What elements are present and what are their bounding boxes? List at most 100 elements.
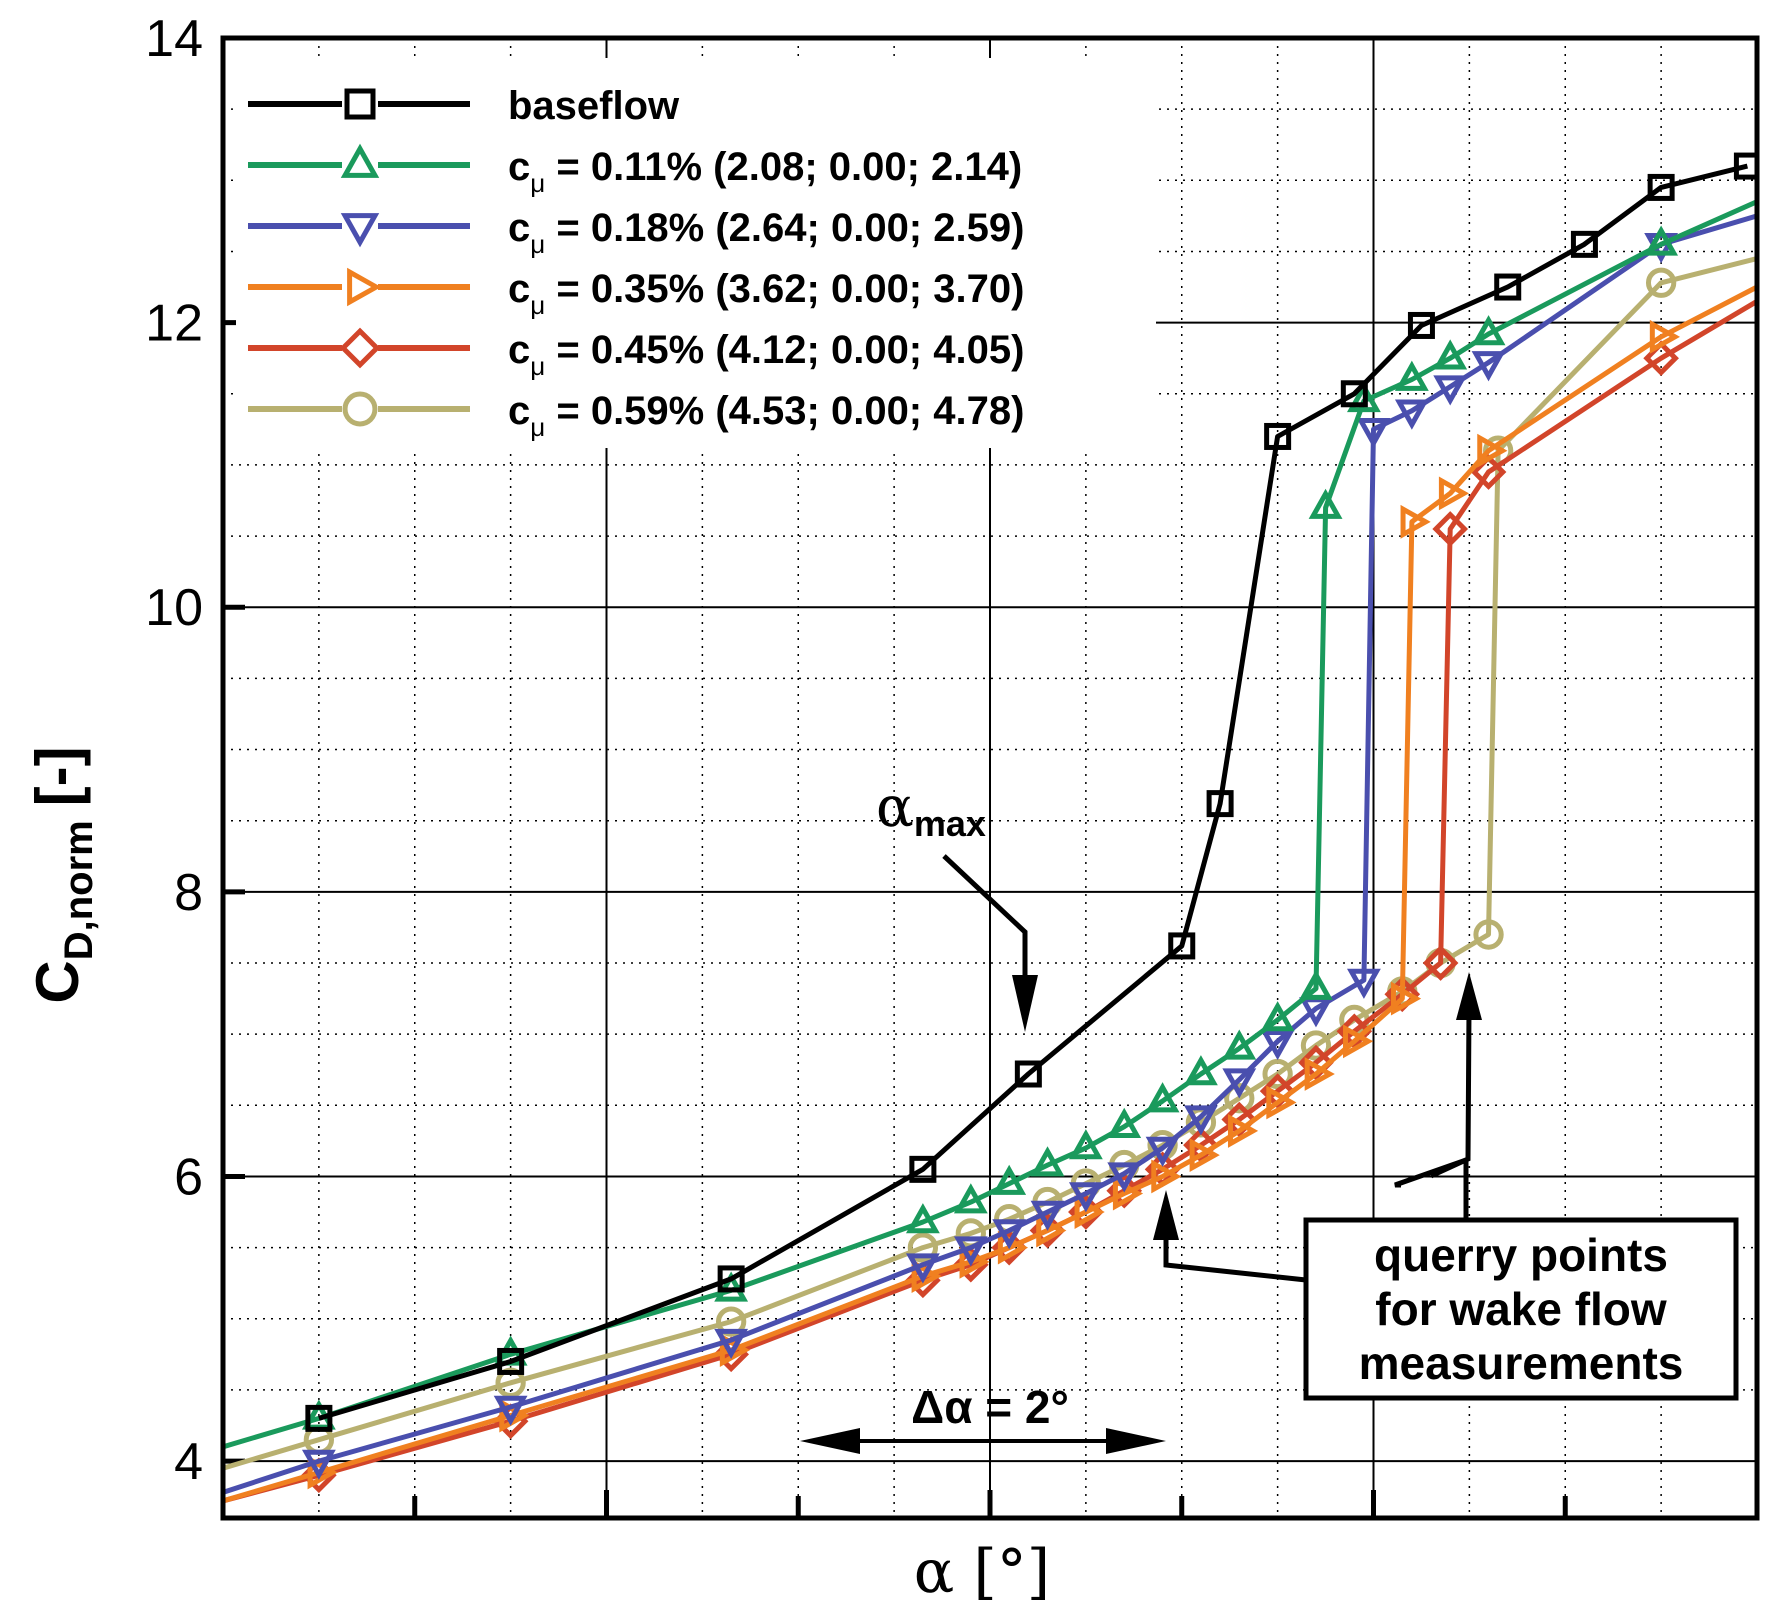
- data-point-circle: [907, 1232, 939, 1263]
- y-axis-title-sub: D,norm: [57, 820, 101, 960]
- x-ticks: [412, 1490, 1568, 1518]
- y-tick-label: 6: [174, 1148, 203, 1206]
- data-point-triangle-up: [1299, 969, 1333, 1000]
- legend-label-main: c: [508, 267, 530, 311]
- data-point-triangle-down: [953, 1236, 988, 1267]
- legend-label: cμ = 0.45% (4.12; 0.00; 4.05): [508, 328, 1024, 381]
- data-point-triangle-up: [905, 1203, 940, 1234]
- legend-label: cμ = 0.11% (2.08; 0.00; 2.14): [508, 145, 1022, 198]
- query-box-line-3: measurements: [1359, 1337, 1684, 1389]
- data-point-square: [497, 1347, 525, 1375]
- series-line: [223, 213, 1757, 1495]
- data-point-triangle-down: [1346, 968, 1381, 999]
- data-point-triangle-right: [719, 1333, 750, 1367]
- legend-item: cμ = 0.45% (4.12; 0.00; 4.05): [248, 327, 1024, 381]
- legend-label-main: c: [508, 389, 530, 433]
- data-point-triangle-right: [1649, 319, 1680, 354]
- x-axis-title: α [°]: [914, 1537, 1050, 1607]
- data-point-triangle-right: [1343, 1024, 1374, 1059]
- legend-label-main: c: [508, 206, 530, 250]
- data-point-square: [1206, 790, 1234, 818]
- data-point-square: [1168, 932, 1196, 960]
- legend-label-sub: μ: [530, 290, 545, 320]
- data-point-triangle-right: [1227, 1114, 1259, 1148]
- data-point-triangle-down: [1222, 1068, 1257, 1099]
- y-axis-title-main: C: [24, 960, 91, 1003]
- delta-alpha-annotation: Δα = 2°: [800, 1381, 1166, 1454]
- legend-label-rest: = 0.11% (2.08; 0.00; 2.14): [545, 145, 1022, 189]
- legend-label-sub: μ: [530, 412, 545, 442]
- legend-item: cμ = 0.18% (2.64; 0.00; 2.59): [248, 206, 1024, 259]
- query-arrow-right-head: [1456, 972, 1482, 1020]
- series-2: [223, 213, 1757, 1495]
- series-layer: [223, 152, 1757, 1504]
- y-tick-label: 4: [174, 1433, 203, 1491]
- data-point-triangle-right: [1390, 981, 1422, 1016]
- legend-item: cμ = 0.35% (3.62; 0.00; 3.70): [248, 267, 1024, 320]
- alpha-max-greek: α: [876, 775, 914, 840]
- alpha-max-annotation: αmax: [876, 775, 1038, 1032]
- data-point-circle: [342, 391, 378, 427]
- data-point-triangle-up: [1222, 1029, 1257, 1060]
- data-point-square: [344, 88, 376, 120]
- data-point-circle: [1300, 1030, 1332, 1061]
- data-point-triangle-down: [1184, 1105, 1218, 1136]
- data-point-triangle-up: [1644, 225, 1679, 256]
- y-tick-label: 10: [145, 579, 203, 637]
- y-tick-label: 14: [145, 10, 203, 68]
- alpha-max-arrow-line: [942, 854, 1028, 985]
- data-point-triangle-down: [1433, 375, 1468, 406]
- data-point-circle: [1473, 919, 1504, 950]
- data-point-triangle-down: [905, 1253, 940, 1284]
- data-point-square: [909, 1155, 937, 1183]
- alpha-max-label: αmax: [876, 775, 986, 844]
- data-point-triangle-up: [953, 1183, 988, 1214]
- legend-item: cμ = 0.11% (2.08; 0.00; 2.14): [248, 143, 1022, 198]
- data-point-triangle-down: [301, 1449, 336, 1480]
- delta-alpha-left-arrowhead: [800, 1428, 860, 1454]
- data-point-triangle-up: [1308, 488, 1343, 519]
- data-point-triangle-down: [1471, 351, 1506, 382]
- query-arrow-right-shaft: [1429, 1009, 1472, 1179]
- data-point-triangle-up: [1068, 1129, 1103, 1160]
- data-point-circle: [1645, 267, 1677, 298]
- data-point-square: [1733, 152, 1757, 180]
- series-line: [223, 199, 1757, 1450]
- data-point-triangle-up: [1394, 360, 1429, 391]
- data-point-diamond: [1432, 511, 1469, 547]
- data-point-triangle-down: [1068, 1182, 1103, 1213]
- y-tick-label: 12: [145, 295, 203, 353]
- data-point-triangle-right: [1438, 476, 1470, 511]
- legend-label: baseflow: [508, 84, 680, 128]
- data-point-triangle-up: [1471, 315, 1506, 346]
- data-point-triangle-up: [1346, 382, 1381, 413]
- data-point-triangle-up: [1107, 1107, 1142, 1138]
- data-point-triangle-down: [493, 1395, 528, 1426]
- plot-frame: [220, 35, 1760, 1521]
- data-point-square: [1014, 1060, 1042, 1088]
- data-point-square: [1647, 173, 1675, 201]
- legend-item: baseflow: [248, 84, 680, 128]
- y-axis-title-unit: [-]: [24, 746, 91, 806]
- data-point-circle: [1262, 1058, 1293, 1090]
- data-point-triangle-right: [1400, 504, 1431, 539]
- series-line: [223, 284, 1757, 1504]
- y-ticks: 4 6 8 10 12 14: [145, 10, 245, 1491]
- legend-label-main: c: [508, 145, 530, 189]
- data-point-triangle-down: [992, 1219, 1027, 1250]
- data-point-triangle-up: [1260, 1001, 1295, 1032]
- legend-label-main: c: [508, 328, 530, 372]
- data-point-diamond: [1470, 454, 1507, 490]
- data-point-diamond: [339, 327, 381, 369]
- data-point-diamond: [1643, 340, 1679, 377]
- legend-label-rest: = 0.18% (2.64; 0.00; 2.59): [545, 206, 1024, 250]
- data-point-square: [1570, 230, 1598, 258]
- query-box: [1303, 1217, 1739, 1401]
- data-point-square: [305, 1404, 333, 1432]
- data-point-square: [717, 1265, 745, 1293]
- query-box-line-2: for wake flow: [1375, 1283, 1667, 1335]
- data-point-triangle-right: [1304, 1057, 1335, 1091]
- data-point-triangle-down: [1107, 1162, 1142, 1193]
- data-point-square: [1340, 380, 1368, 408]
